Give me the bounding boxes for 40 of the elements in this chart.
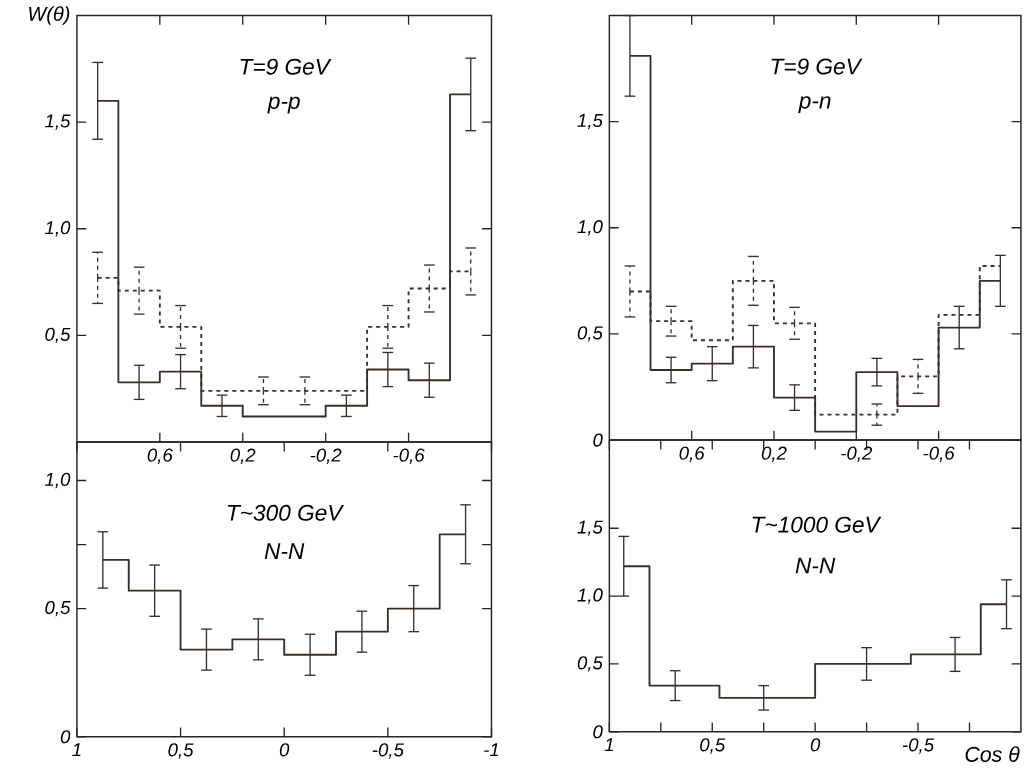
- text: T=9 GeV: [240, 58, 332, 75]
- y-tick-label: 1,5: [577, 114, 603, 130]
- y-tick-label: 1,5: [44, 114, 71, 130]
- y-tick-label: 1,0: [577, 220, 603, 236]
- y-tick-label: 0,5: [577, 656, 603, 672]
- x-tick-label: -0,5: [372, 743, 404, 759]
- x-tick-label: -0,6: [393, 448, 425, 464]
- text: T~300 GeV: [228, 504, 345, 521]
- y-tick-label: 0,5: [577, 326, 603, 342]
- text: N-N: [264, 543, 305, 559]
- x-tick-label: 0,2: [230, 448, 256, 464]
- y-tick-label: 1,0: [577, 588, 603, 604]
- x-tick-label: 0: [810, 738, 821, 752]
- y-tick-label: 1,5: [577, 520, 603, 536]
- text: p-p: [267, 96, 300, 114]
- y-tick-label: 1,0: [44, 221, 71, 237]
- x-tick-label: -1: [484, 743, 499, 757]
- x-tick-label: 0,2: [761, 446, 787, 462]
- y-tick-label: 0,5: [45, 600, 71, 617]
- x-tick-label: 0,6: [147, 448, 173, 464]
- text: T=9 GeV: [771, 58, 863, 75]
- x-tick-label: -0,5: [902, 738, 935, 754]
- y-tick-label: 0: [593, 725, 603, 739]
- x-axis-title: Cos θ: [965, 746, 1020, 762]
- x-tick-label: 1: [72, 743, 81, 757]
- text: p-n: [798, 96, 831, 114]
- x-tick-label: 0,5: [700, 738, 726, 754]
- x-tick-label: -0,2: [841, 446, 873, 462]
- x-tick-label: -0,2: [310, 448, 342, 464]
- text: N-N: [795, 557, 836, 574]
- text: T~1000 GeV: [752, 516, 882, 533]
- x-tick-label: 0,5: [168, 743, 194, 759]
- y-tick-label: 0: [593, 433, 603, 447]
- x-tick-label: 1: [604, 738, 613, 752]
- y-tick-label: 1,0: [44, 472, 71, 489]
- x-tick-label: -0,6: [923, 446, 955, 462]
- y-tick-label: 0,5: [45, 327, 71, 344]
- y-axis-title: W(θ): [29, 6, 70, 25]
- x-tick-label: 0,6: [679, 446, 705, 462]
- x-tick-label: 0: [279, 743, 290, 757]
